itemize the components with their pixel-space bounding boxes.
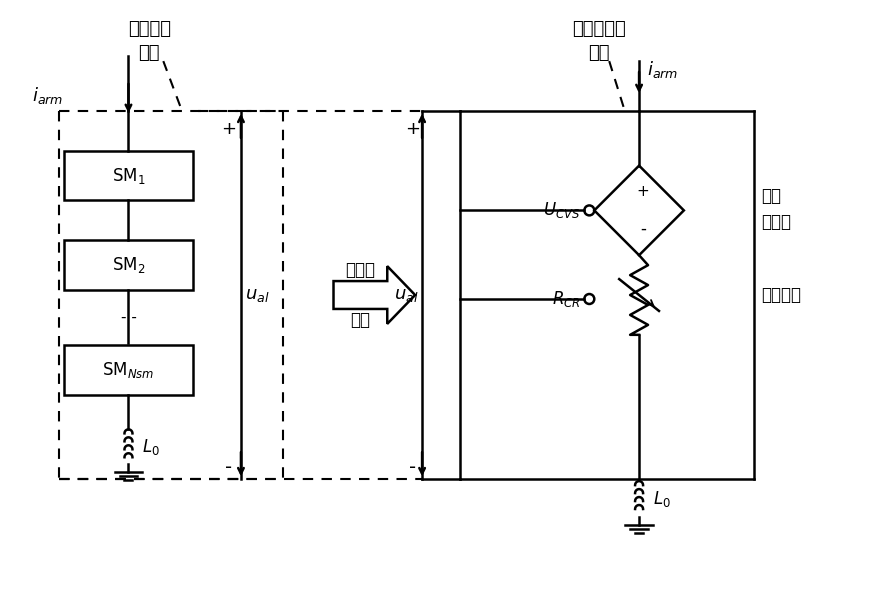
Text: $u_{al}$: $u_{al}$ — [245, 286, 269, 304]
Text: SM$_{Nsm}$: SM$_{Nsm}$ — [102, 359, 155, 380]
Text: 桥臂平均值: 桥臂平均值 — [572, 20, 626, 38]
Text: 桥臂详细: 桥臂详细 — [128, 20, 171, 38]
Text: $L_0$: $L_0$ — [143, 437, 160, 457]
Text: SM$_1$: SM$_1$ — [112, 166, 145, 185]
Text: -: - — [225, 458, 232, 477]
Text: 受控电阻: 受控电阻 — [761, 286, 802, 304]
Text: $u_{al}$: $u_{al}$ — [393, 286, 418, 304]
Text: $U_{CVS}$: $U_{CVS}$ — [543, 200, 580, 221]
Bar — [64, 151, 193, 200]
Text: - -: - - — [120, 310, 136, 325]
Text: 电压源: 电压源 — [761, 213, 791, 231]
Text: $i_{arm}$: $i_{arm}$ — [32, 85, 63, 107]
Text: -: - — [408, 458, 416, 477]
Text: 受控: 受控 — [761, 188, 781, 206]
Text: $R_{CR}$: $R_{CR}$ — [552, 289, 580, 309]
FancyArrow shape — [333, 266, 416, 324]
Text: SM$_2$: SM$_2$ — [112, 255, 145, 275]
Text: +: + — [222, 120, 237, 138]
Text: +: + — [637, 184, 649, 199]
Text: 平均化: 平均化 — [346, 261, 376, 279]
Text: $L_0$: $L_0$ — [653, 489, 671, 509]
Text: -: - — [640, 221, 646, 238]
Text: 模型: 模型 — [138, 44, 160, 62]
Bar — [64, 344, 193, 395]
Bar — [64, 240, 193, 290]
Text: +: + — [405, 120, 420, 138]
Text: 等值: 等值 — [350, 311, 370, 329]
Text: 模型: 模型 — [588, 44, 610, 62]
Text: $i_{arm}$: $i_{arm}$ — [647, 58, 679, 80]
